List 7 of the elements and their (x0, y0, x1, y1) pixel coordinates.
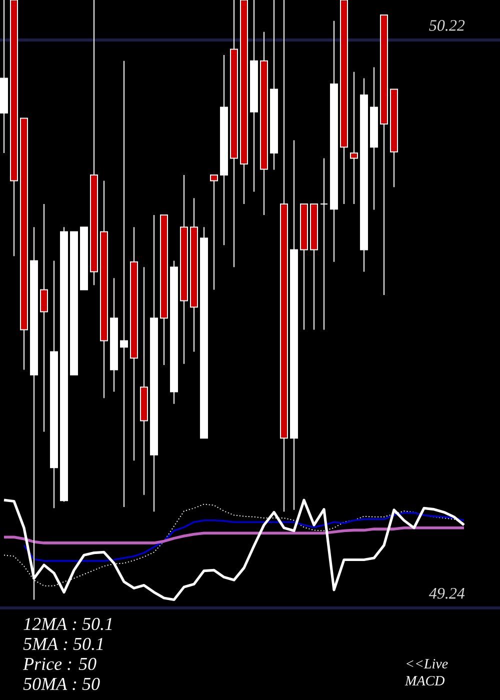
annotation: Price : 50 (22, 658, 96, 670)
annotation: 12MA : 50.1 (24, 618, 112, 630)
annotation: <<Live MACD (404, 659, 448, 686)
y-tick-label: 49.24 (428, 588, 465, 599)
annotation: 5MA : 50.1 (23, 638, 103, 650)
y-tick-label: 50.22 (429, 20, 465, 31)
annotation: 50MA : 50 (23, 678, 100, 690)
